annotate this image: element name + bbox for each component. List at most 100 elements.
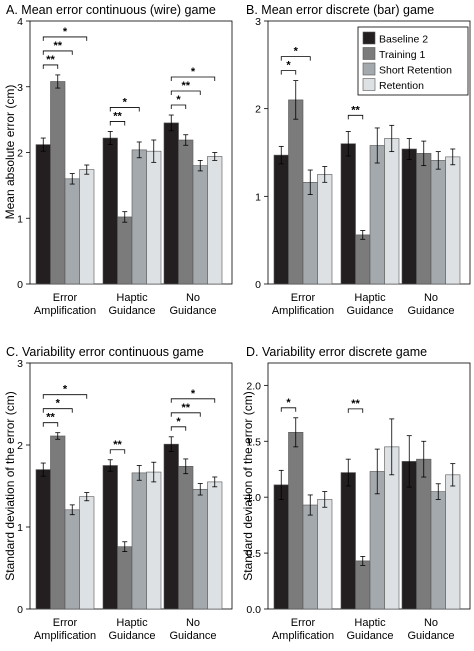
- legend-label: Training 1: [379, 49, 425, 61]
- significance-label: *: [63, 384, 68, 396]
- category-label: Guidance: [108, 305, 155, 317]
- bar: [288, 432, 304, 610]
- significance-label: *: [294, 46, 299, 58]
- significance-bracket: [42, 50, 73, 55]
- category-label: Haptic: [116, 617, 148, 629]
- significance-label: *: [191, 66, 196, 78]
- significance-bracket: [42, 394, 88, 399]
- legend-box: [357, 26, 469, 96]
- bar: [131, 149, 147, 285]
- category-label: Haptic: [354, 617, 386, 629]
- category-label: Guidance: [169, 630, 216, 642]
- significance-label: *: [286, 397, 291, 409]
- significance-bracket: [280, 70, 297, 75]
- significance-bracket: [347, 408, 364, 413]
- bar: [416, 153, 432, 285]
- category-label: No: [186, 617, 200, 629]
- y-tick-label: 1: [17, 213, 23, 225]
- y-tick-label: 0: [17, 604, 23, 616]
- category-label: Amplification: [34, 305, 96, 317]
- significance-bracket: [170, 398, 216, 403]
- bar: [35, 469, 51, 610]
- bar: [146, 150, 162, 285]
- bar: [430, 160, 446, 285]
- bar: [178, 466, 194, 610]
- category-label: Guidance: [169, 305, 216, 317]
- y-tick-label: 0: [255, 279, 261, 291]
- y-axis-label: Standard deviation of the error (cm): [3, 391, 17, 580]
- y-tick-label: 3: [255, 16, 261, 28]
- category-label: Amplification: [272, 305, 334, 317]
- bar: [288, 99, 304, 285]
- y-tick-label: 0: [17, 279, 23, 291]
- significance-bracket: [42, 408, 73, 413]
- bar: [340, 143, 356, 285]
- y-tick-label: 1: [17, 522, 23, 534]
- bar: [79, 496, 95, 610]
- y-tick-label: 0.5: [246, 548, 261, 560]
- y-tick-label: 3: [17, 358, 23, 370]
- significance-bracket: [109, 449, 126, 454]
- significance-label: **: [351, 104, 360, 116]
- category-label: Guidance: [407, 305, 454, 317]
- category-label: No: [424, 617, 438, 629]
- significance-bracket: [170, 76, 216, 82]
- bar: [192, 165, 208, 285]
- y-tick-label: 1: [255, 191, 261, 203]
- legend-label: Retention: [379, 80, 424, 92]
- significance-label: *: [176, 94, 181, 106]
- significance-label: *: [123, 96, 128, 108]
- legend-swatch: [362, 62, 376, 76]
- significance-label: **: [113, 110, 122, 122]
- bar: [131, 472, 147, 610]
- bar: [273, 154, 289, 285]
- bar: [355, 560, 371, 610]
- bar: [317, 499, 333, 610]
- y-tick-label: 2: [17, 440, 23, 452]
- bar: [50, 435, 66, 610]
- bar: [207, 481, 223, 610]
- bar: [355, 234, 371, 285]
- panel-title: C. Variability error continuous game: [6, 345, 204, 359]
- category-label: Amplification: [34, 630, 96, 642]
- category-label: No: [186, 292, 200, 304]
- panel-c: C. Variability error continuous game 0 1 2 3…: [3, 345, 233, 642]
- significance-label: **: [46, 54, 55, 66]
- legend-swatch: [362, 31, 376, 45]
- category-label: Error: [291, 617, 316, 629]
- y-tick-label: 1.5: [246, 436, 261, 448]
- significance-bracket: [170, 90, 201, 96]
- y-tick-label: 2.0: [246, 380, 261, 392]
- significance-label: **: [181, 80, 190, 92]
- bar: [445, 156, 461, 285]
- bar: [102, 465, 118, 610]
- significance-bracket: [170, 426, 187, 431]
- category-label: Haptic: [116, 292, 148, 304]
- significance-bracket: [109, 121, 126, 126]
- y-tick-label: 2: [17, 148, 23, 160]
- significance-bracket: [280, 407, 297, 412]
- significance-label: **: [351, 398, 360, 410]
- significance-label: **: [46, 412, 55, 424]
- y-tick-label: 1.0: [246, 492, 261, 504]
- bar: [430, 491, 446, 610]
- bar: [64, 178, 80, 285]
- legend-swatch: [362, 78, 376, 91]
- bar: [64, 509, 80, 610]
- legend-label: Baseline 2: [379, 34, 428, 46]
- category-label: Haptic: [354, 292, 386, 304]
- y-axis-label: Mean absolute error (cm): [3, 85, 17, 220]
- bar: [401, 148, 417, 285]
- significance-bracket: [280, 56, 311, 61]
- category-label: Guidance: [108, 630, 155, 642]
- significance-bracket: [109, 107, 140, 112]
- category-label: No: [424, 292, 438, 304]
- category-label: Amplification: [272, 630, 334, 642]
- bar: [317, 174, 333, 285]
- bar: [163, 122, 179, 285]
- bar: [50, 81, 66, 285]
- category-label: Error: [53, 292, 78, 304]
- bar: [445, 474, 461, 610]
- y-tick-label: 2: [255, 104, 261, 116]
